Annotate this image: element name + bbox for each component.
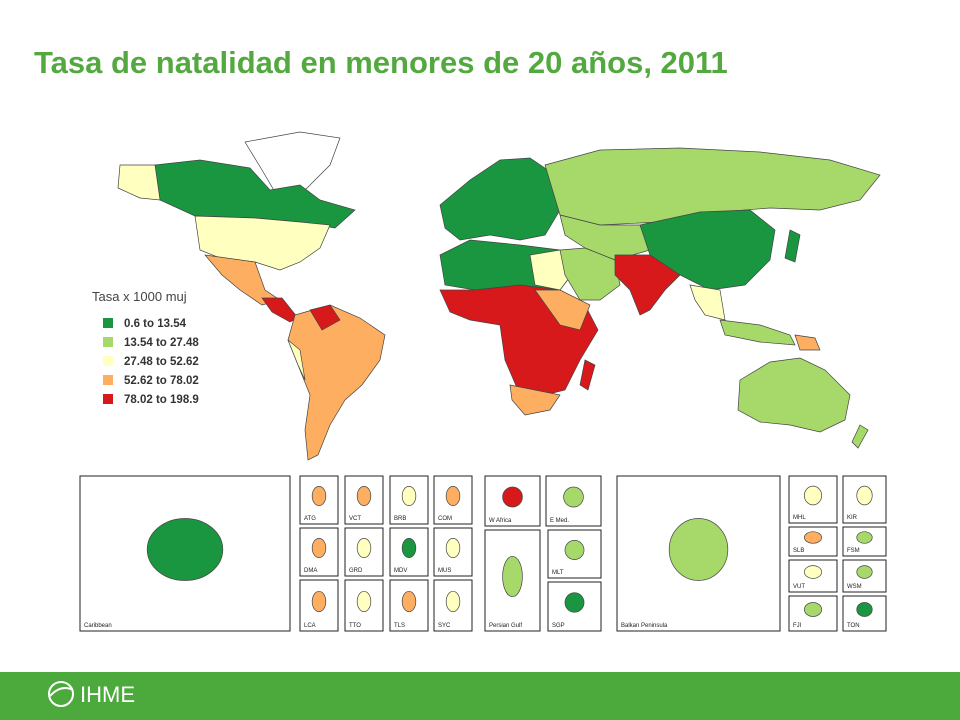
- logo-text: IHME: [80, 682, 135, 707]
- inset-label: TTO: [349, 623, 361, 629]
- land: [544, 147, 881, 226]
- legend: 0.6 to 13.54 13.54 to 27.48 27.48 to 52.62…: [103, 318, 199, 406]
- legend-label: 78.02 to 198.9: [124, 394, 199, 406]
- inset-label: Balkan Peninsula: [621, 623, 668, 629]
- land: [534, 289, 591, 331]
- land: [851, 424, 869, 449]
- inset-label: WSM: [847, 584, 862, 590]
- inset-land: [311, 538, 327, 558]
- legend-label: 27.48 to 52.62: [124, 356, 199, 368]
- legend-label: 0.6 to 13.54: [124, 318, 187, 330]
- inset-land: [502, 486, 523, 508]
- inset-label: SGP: [552, 623, 565, 629]
- land: [194, 215, 331, 271]
- inset-label: MHL: [793, 515, 806, 521]
- inset-land: [356, 538, 372, 558]
- legend-label: 13.54 to 27.48: [124, 337, 199, 349]
- inset-land: [804, 602, 822, 617]
- inset-label: Caribbean: [84, 623, 112, 629]
- inset-land: [668, 518, 729, 581]
- land: [309, 304, 341, 331]
- inset-label: FJI: [793, 623, 802, 629]
- inset-label: VCT: [349, 516, 361, 522]
- inset-label: FSM: [847, 548, 860, 554]
- inset-label: GRD: [349, 568, 363, 574]
- inset-label: TLS: [394, 623, 405, 629]
- world-map: [117, 131, 881, 461]
- inset-land: [856, 531, 873, 544]
- inset-land: [356, 590, 372, 613]
- inset-label: MLT: [552, 570, 564, 576]
- slide-title: Tasa de natalidad en menores de 20 años,…: [34, 45, 728, 80]
- land: [737, 357, 851, 433]
- land: [244, 131, 341, 196]
- inset-label: SYC: [438, 623, 451, 629]
- inset-land: [804, 485, 822, 506]
- legend-swatch: [103, 394, 113, 404]
- land: [559, 247, 621, 301]
- inset-box: [344, 475, 384, 525]
- inset-label: VUT: [793, 584, 805, 590]
- inset-land: [804, 531, 822, 544]
- land: [689, 284, 726, 321]
- legend-title: Tasa x 1000 muj: [92, 289, 187, 304]
- inset-land: [445, 590, 461, 613]
- inset-land: [564, 540, 585, 560]
- legend-swatch: [103, 337, 113, 347]
- land: [117, 164, 161, 201]
- land: [794, 334, 821, 351]
- insets: Caribbean ATG VCT BRB COM DMA GRD MDV MUS LCA TTO T…: [79, 475, 887, 632]
- legend-swatch: [103, 318, 113, 328]
- legend-swatch: [103, 375, 113, 385]
- inset-label: W Africa: [489, 518, 512, 524]
- inset-land: [804, 565, 822, 579]
- inset-land: [146, 518, 224, 581]
- inset-land: [445, 486, 461, 506]
- inset-land: [401, 486, 417, 506]
- logo-icon: [49, 687, 74, 697]
- land: [784, 229, 801, 263]
- inset-land: [502, 555, 523, 598]
- logo-icon: [48, 681, 74, 707]
- land: [509, 384, 561, 416]
- land: [439, 157, 561, 241]
- inset-land: [856, 565, 873, 579]
- inset-box: [389, 527, 429, 577]
- inset-label: MUS: [438, 568, 451, 574]
- legend-label: 52.62 to 78.02: [124, 375, 199, 387]
- inset-land: [445, 538, 461, 558]
- inset-label: COM: [438, 516, 452, 522]
- inset-label: DMA: [304, 568, 317, 574]
- inset-land: [356, 486, 372, 506]
- inset-land: [563, 486, 584, 508]
- inset-label: BRB: [394, 516, 406, 522]
- land: [579, 359, 596, 391]
- inset-label: KIR: [847, 515, 858, 521]
- footer-bar: [0, 672, 960, 720]
- inset-land: [856, 602, 873, 617]
- inset-land: [311, 590, 327, 613]
- inset-land: [401, 590, 417, 613]
- land: [614, 254, 681, 316]
- land: [287, 304, 386, 461]
- inset-label: E Med.: [550, 518, 569, 524]
- inset-label: MDV: [394, 568, 407, 574]
- inset-land: [564, 592, 585, 613]
- inset-label: LCA: [304, 623, 316, 629]
- inset-land: [311, 486, 327, 506]
- inset-label: Persian Gulf: [489, 623, 522, 629]
- legend-swatch: [103, 356, 113, 366]
- inset-label: SLB: [793, 548, 804, 554]
- inset-land: [856, 485, 873, 506]
- land: [287, 339, 306, 381]
- inset-label: ATG: [304, 516, 316, 522]
- land: [719, 319, 796, 346]
- inset-land: [401, 538, 417, 558]
- land: [261, 297, 299, 323]
- inset-label: TON: [847, 623, 860, 629]
- inset-box: [788, 559, 838, 593]
